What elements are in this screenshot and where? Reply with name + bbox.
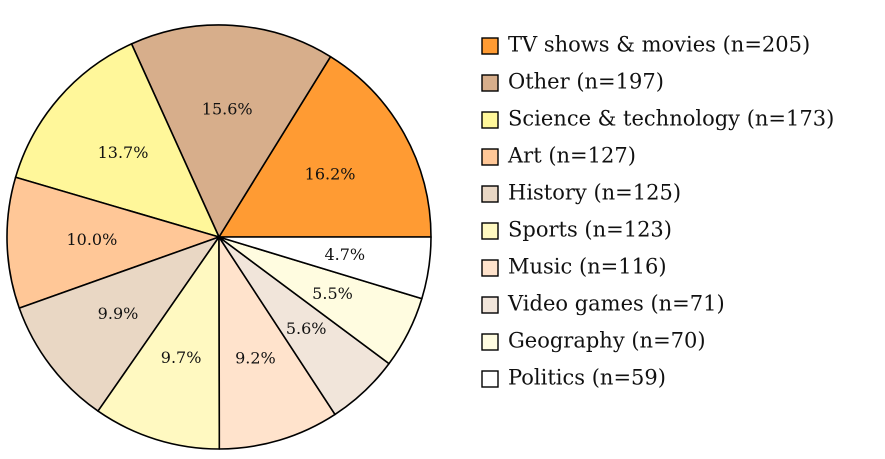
legend-item: Science & technology (n=173) [481, 107, 834, 131]
legend-swatch [481, 148, 499, 166]
slice-percent-label: 9.7% [161, 348, 202, 367]
legend-label: TV shows & movies (n=205) [508, 33, 810, 57]
pie-slice [97, 236, 221, 450]
legend-label: Science & technology (n=173) [508, 107, 834, 131]
slice-percent-label: 13.7% [98, 143, 149, 162]
legend: TV shows & movies (n=205) Other (n=197) Sc… [481, 33, 834, 390]
slice-percent-label: 15.6% [202, 100, 253, 119]
legend-item: Politics (n=59) [481, 366, 666, 390]
pie-slices [6, 24, 432, 450]
slice-percent-label: 4.7% [324, 245, 365, 264]
legend-swatch [481, 74, 499, 92]
pie-slice [218, 55, 432, 238]
pie-slice [14, 43, 220, 238]
slice-percent-label: 9.9% [98, 304, 139, 323]
pie-slice-labels: 16.2% 15.6% 13.7% 10.0% 9.9% 9.7% 9.2% 5.6% 5.5%… [66, 100, 365, 368]
slice-percent-label: 5.6% [286, 319, 327, 338]
legend-swatch [481, 222, 499, 240]
legend-item: History (n=125) [481, 181, 681, 205]
legend-item: Geography (n=70) [481, 329, 706, 353]
legend-label: Sports (n=123) [508, 218, 672, 242]
pie-slice [6, 176, 220, 309]
legend-item: Other (n=197) [481, 70, 664, 94]
legend-item: TV shows & movies (n=205) [481, 33, 810, 57]
legend-item: Sports (n=123) [481, 218, 672, 242]
legend-swatch [481, 111, 499, 129]
legend-swatch [481, 259, 499, 277]
slice-percent-label: 16.2% [305, 165, 356, 184]
legend-item: Art (n=127) [481, 144, 636, 168]
pie-slice [130, 24, 332, 238]
legend-item: Video games (n=71) [481, 292, 725, 316]
legend-swatch [481, 333, 499, 351]
legend-swatch [481, 185, 499, 203]
legend-label: Geography (n=70) [508, 329, 706, 353]
legend-label: Video games (n=71) [507, 292, 725, 316]
pie-slice [218, 236, 432, 300]
legend-label: Music (n=116) [508, 255, 667, 279]
legend-label: Other (n=197) [508, 70, 664, 94]
pie-slice [218, 236, 336, 450]
legend-swatch [481, 37, 499, 55]
pie-slice [18, 236, 220, 412]
legend-swatch [481, 296, 499, 314]
legend-label: Politics (n=59) [508, 366, 666, 390]
legend-item: Music (n=116) [481, 255, 667, 279]
legend-swatch [481, 370, 499, 388]
legend-label: History (n=125) [508, 181, 681, 205]
slice-percent-label: 5.5% [312, 284, 353, 303]
legend-label: Art (n=127) [507, 144, 636, 168]
slice-percent-label: 9.2% [235, 348, 276, 367]
slice-percent-label: 10.0% [66, 230, 117, 249]
